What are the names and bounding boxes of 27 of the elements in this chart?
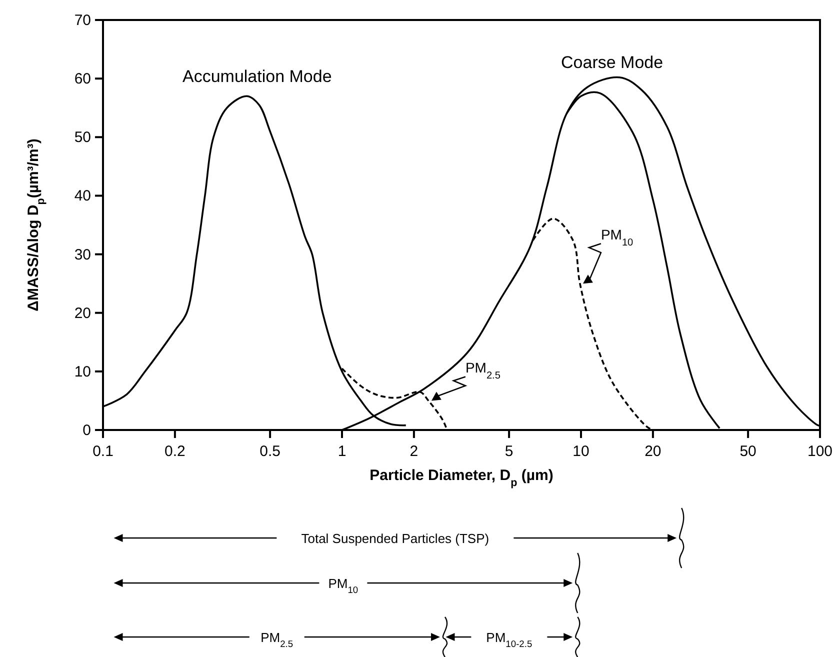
x-tick-label: 50 [740,443,756,460]
y-tick-label: 10 [74,363,91,380]
y-tick-label: 50 [74,129,91,146]
annotation: Coarse Mode [561,53,664,72]
y-tick-label: 70 [74,12,91,29]
x-tick-label: 2 [410,443,418,460]
x-tick-label: 5 [504,443,514,460]
y-tick-label: 60 [74,70,91,88]
text: PM$_{10-2.5}$ [486,630,532,649]
annotation: Accumulation Mode [182,67,332,86]
x-tick-label: 100 [807,443,833,460]
x-tick-label: 0.1 [92,443,114,460]
x-tick-label: 20 [644,443,662,460]
text: Total Suspended Particles (TSP) [301,531,490,546]
text: PM$_{2.5}$ [465,360,501,382]
y-tick-label: 0 [82,422,91,439]
x-tick-label: 0.5 [260,443,280,460]
text: PM$_{2.5}$ [260,630,294,649]
y-tick-label: 30 [74,246,91,264]
x-tick-label: 0.2 [164,443,186,460]
text: PM$_{10}$ [328,576,358,595]
x-axis-title: Particle Diameter, D$_{p}$ (µm) [370,467,554,489]
series-label: PM$_{10}$ [600,226,634,248]
x-tick-label: 10 [572,443,590,460]
y-tick-label: 40 [74,188,91,205]
y-tick-label: 20 [74,304,91,322]
x-tick-label: 1 [338,443,346,460]
